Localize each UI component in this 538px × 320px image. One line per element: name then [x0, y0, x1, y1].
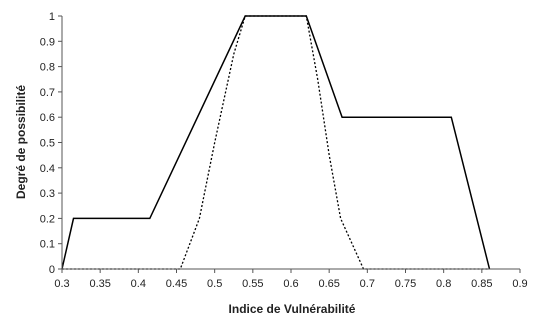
x-tick-label: 0.55 [242, 278, 263, 290]
x-tick-label: 0.75 [395, 278, 416, 290]
x-axis-title: Indice de Vulnérabilité [229, 302, 356, 316]
x-tick-label: 0.35 [89, 278, 110, 290]
y-axis-ticks: 0 0.1 0.2 0.3 0.4 0.5 0.6 0.7 0.8 0.9 1 [40, 11, 62, 276]
y-tick-label: 0.8 [40, 62, 55, 74]
y-tick-label: 0.6 [40, 112, 55, 124]
y-tick-label: 0.9 [40, 36, 55, 48]
y-axis-title: Degré de possibilité [14, 85, 28, 199]
x-tick-label: 0.6 [283, 278, 298, 290]
y-tick-label: 0 [49, 264, 55, 276]
x-tick-label: 0.3 [54, 278, 69, 290]
x-tick-label: 0.4 [131, 278, 146, 290]
series-lines [61, 15, 491, 270]
y-tick-label: 0.4 [40, 163, 55, 175]
x-tick-label: 0.9 [512, 278, 527, 290]
y-tick-label: 0.5 [40, 138, 55, 150]
series-line-dotted [62, 15, 490, 270]
x-tick-label: 0.8 [436, 278, 451, 290]
y-tick-label: 0.3 [40, 188, 55, 200]
y-tick-label: 1 [49, 11, 55, 23]
y-tick-label: 0.2 [40, 213, 55, 225]
x-tick-label: 0.85 [471, 278, 492, 290]
x-axis-ticks: 0.3 0.35 0.4 0.45 0.5 0.55 0.6 0.65 0.7 0.75 0.8 0.… [54, 269, 528, 290]
series-line-solid [61, 15, 491, 270]
x-tick-label: 0.5 [207, 278, 222, 290]
x-tick-label: 0.45 [166, 278, 187, 290]
y-tick-label: 0.1 [40, 239, 55, 251]
x-tick-label: 0.7 [360, 278, 375, 290]
x-tick-label: 0.65 [318, 278, 339, 290]
y-tick-label: 0.7 [40, 87, 55, 99]
